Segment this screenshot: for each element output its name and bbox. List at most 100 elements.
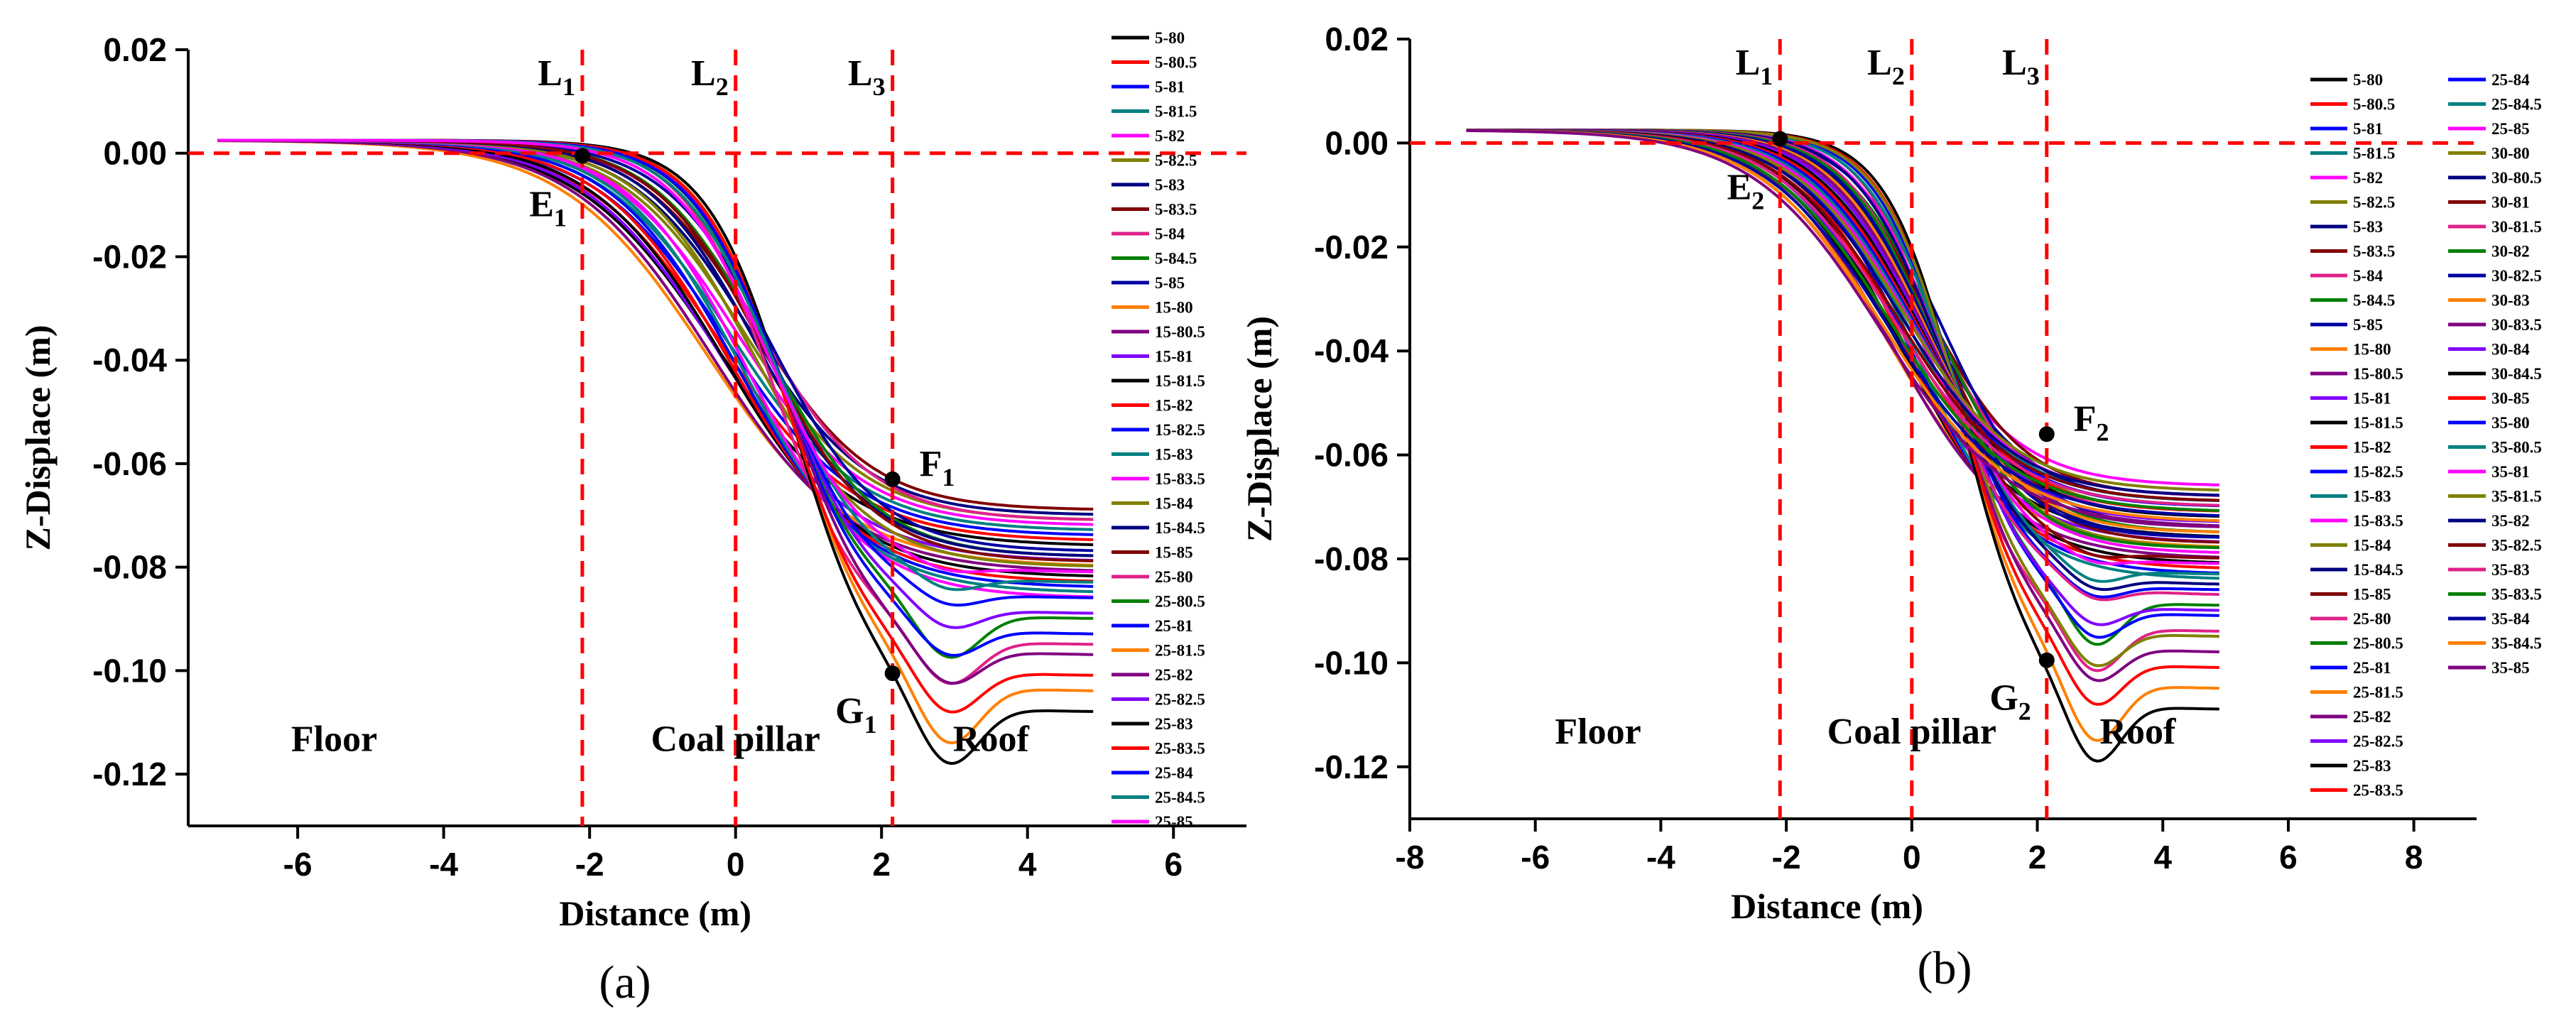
legend-item: 35-85 [2448,659,2530,677]
legend-item: 15-83 [2310,488,2391,506]
legend-item: 15-80.5 [1112,323,1205,341]
y-tick-label: -0.12 [92,756,167,793]
y-tick-label: -0.06 [92,445,167,482]
point-label-G2: G2 [1989,678,2031,726]
legend-label: 5-84 [1155,225,1185,243]
legend-label: 25-83.5 [2353,782,2403,800]
series-line-25-81 [217,138,1094,657]
point-label-E2: E2 [1727,168,1765,215]
legend-item: 5-80 [1112,29,1185,47]
legend-item: 35-83 [2448,561,2530,579]
legend-item: 25-81.5 [2310,684,2403,702]
legend-label: 25-80 [2353,610,2391,628]
legend-item: 30-85 [2448,390,2530,408]
point-label-F2: F2 [2074,398,2109,446]
legend-label: 30-85 [2491,390,2530,408]
x-tick-label: -8 [1396,839,1425,876]
legend-item: 5-81.5 [2310,145,2395,163]
panel-caption: (b) [1918,942,1972,994]
legend-item: 25-80.5 [1112,593,1205,611]
legend-item: 35-80.5 [2448,439,2542,457]
legend-label: 15-82 [1155,397,1193,415]
legend-label: 25-83 [2353,757,2391,775]
x-axis-label: Distance (m) [559,893,751,933]
boundary-label-letter: L [1867,43,1892,83]
legend-item: 15-84 [1112,495,1193,513]
series-line-5-80.5 [217,138,1094,541]
legend-item: 30-80.5 [2448,169,2542,187]
legend-item: 5-81 [1112,78,1185,96]
legend-item: 25-82.5 [2310,733,2403,751]
series-lines [1466,129,2219,763]
legend-item: 30-82.5 [2448,267,2542,285]
legend-label: 35-84.5 [2491,635,2542,653]
legend-label: 15-84 [2353,537,2391,555]
legend-label: 35-82 [2491,512,2530,530]
boundary-label-subscript: 3 [2027,62,2040,90]
series-line-5-80 [217,139,1094,547]
x-tick-label: -2 [575,846,604,883]
legend-label: 30-84 [2491,341,2530,359]
legend-item: 30-82 [2448,243,2530,261]
x-tick-label: 6 [2279,839,2298,876]
legend-label: 35-82.5 [2491,537,2542,555]
point-label-subscript: 1 [554,203,567,232]
legend-item: 25-82.5 [1112,691,1205,709]
legend-item: 5-81 [2310,120,2383,138]
legend-label: 30-81 [2491,194,2530,212]
legend-label: 35-81.5 [2491,488,2542,506]
legend-label: 5-81 [2353,120,2383,138]
legend-label: 5-82 [2353,169,2383,187]
legend-label: 15-81 [2353,390,2391,408]
legend-item: 15-81 [2310,390,2391,408]
boundary-label-L2: L2 [1867,43,1905,90]
legend-item: 25-82 [2310,708,2391,726]
legend-item: 25-81 [2310,659,2391,677]
legend-label: 5-80.5 [2353,96,2395,114]
legend-item: 35-83.5 [2448,586,2542,604]
x-tick-label: 4 [1018,846,1037,883]
point-label-F1: F1 [920,444,955,491]
legend-label: 30-82 [2491,243,2530,261]
point-label-subscript: 2 [2018,697,2031,726]
legend-label: 35-81 [2491,463,2530,481]
legend-item: 25-83 [2310,757,2391,775]
legend-label: 15-83 [1155,446,1193,464]
region-label: Floor [291,719,377,759]
legend-item: 30-80 [2448,145,2530,163]
legend-label: 15-81 [1155,348,1193,366]
legend-item: 5-85 [2310,316,2383,334]
legend-item: 25-84 [1112,764,1193,782]
point-label-letter: F [2074,398,2097,439]
legend-item: 25-85 [2448,120,2530,138]
legend-item: 5-83.5 [1112,201,1197,219]
legend-item: 25-83 [1112,715,1193,733]
legend-item: 35-84 [2448,610,2530,628]
x-tick-label: -4 [1646,839,1675,876]
y-axis-label: Z-Displace (m) [1239,316,1279,542]
legend-label: 5-84.5 [1155,250,1197,268]
legend-item: 35-82 [2448,512,2530,530]
legend-label: 15-83 [2353,488,2391,506]
legend-label: 25-82 [1155,666,1193,684]
legend-item: 25-80 [2310,610,2391,628]
point-label-letter: G [1989,678,2018,719]
legend-label: 5-81 [1155,78,1185,96]
legend-item: 5-84 [1112,225,1185,243]
legend-label: 25-80.5 [2353,635,2403,653]
x-tick-label: 8 [2405,839,2423,876]
boundary-label-letter: L [1736,43,1761,83]
legend-item: 5-84.5 [1112,250,1197,268]
legend-item: 25-81.5 [1112,642,1205,660]
region-label: Coal pillar [1827,712,1996,752]
legend-item: 5-80.5 [2310,96,2395,114]
legend-item: 35-80 [2448,414,2530,432]
legend-label: 15-80.5 [1155,323,1205,341]
legend: 5-80 5-80.5 5-81 5-81.5 5-82 5-82.5 5-83 5-83.5… [2310,71,2542,800]
legend-item: 30-81 [2448,194,2530,212]
legend-item: 5-81.5 [1112,103,1197,121]
region-label: Roof [953,719,1030,759]
x-tick-label: 2 [2028,839,2047,876]
legend-label: 25-85 [1155,813,1193,831]
